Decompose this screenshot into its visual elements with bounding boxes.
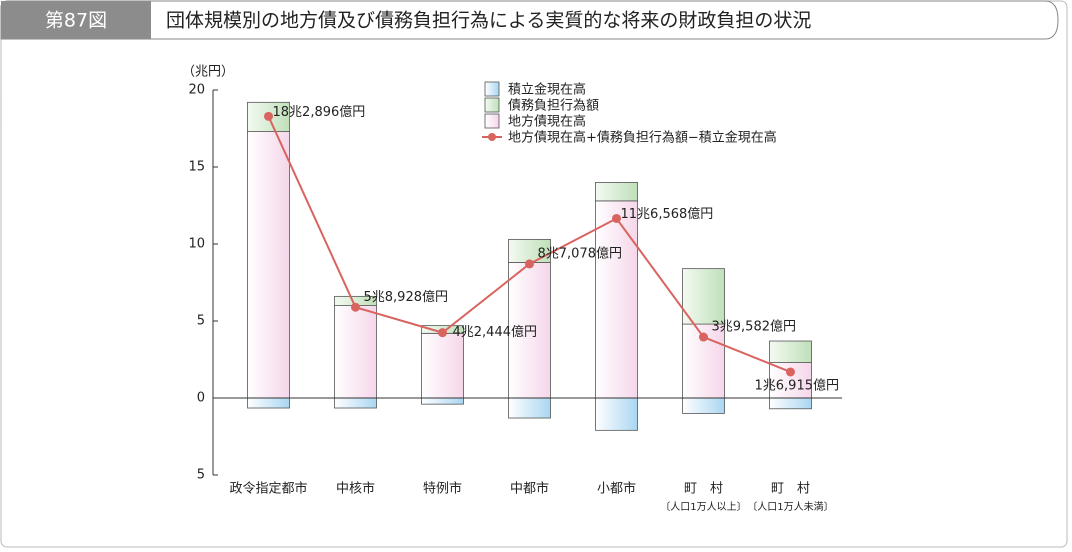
x-tick-label: 町 村 [684,482,723,497]
line-point [612,213,621,223]
line-point [699,332,708,342]
x-tick-label: 町 村 [771,482,810,497]
line-point [786,367,795,377]
bar-segment [247,131,290,399]
line-point [438,328,447,338]
bar-segment [769,397,812,410]
y-tick-label: 5 [197,468,205,483]
x-tick-note: 〔人口1万人未満〕 [747,501,833,513]
legend-label: 地方債現在高 [508,114,586,130]
y-tick-label: 0 [197,391,205,406]
bar-segment [334,397,377,409]
header-label-box [1,1,151,39]
bar-segment [682,268,725,325]
line-point [525,259,534,269]
bar-segment [334,305,377,399]
line-point [264,111,273,121]
bar-segment [595,397,638,431]
bar-segment [508,262,551,399]
bar-segment [421,332,464,399]
y-tick-label: 10 [188,237,205,252]
y-tick-label: 5 [197,314,205,329]
data-label: 4兆2,444億円 [453,324,538,340]
bar-segment [595,200,638,399]
data-label: 18兆2,896億円 [273,104,366,120]
bar-segment [595,181,638,202]
bar-segment [508,397,551,419]
y-unit: （兆円） [182,65,234,80]
data-label: 5兆8,928億円 [364,289,449,305]
x-tick-label: 小都市 [597,481,636,497]
figure-number: 第87図 [45,10,107,32]
legend-swatch [484,81,500,97]
bar-segment [247,397,290,409]
data-label: 11兆6,568億円 [621,206,714,222]
legend-swatch [484,97,500,113]
bar-segment [769,340,812,363]
y-tick-label: 20 [188,83,205,98]
x-tick-note: 〔人口1万人以上〕 [660,501,746,513]
line-point [351,302,360,312]
data-label: 8兆7,078億円 [538,245,623,261]
bar-segment [682,397,725,414]
legend-swatch [484,113,500,129]
x-tick-label: 中核市 [336,481,375,497]
x-tick-label: 中都市 [510,481,549,497]
data-label: 3兆9,582億円 [712,319,797,335]
legend-label: 地方債現在高+債務負担行為額−積立金現在高 [508,130,777,146]
bar-segment [421,397,464,405]
x-tick-label: 政令指定都市 [229,481,307,497]
x-tick-label: 特例市 [423,481,462,497]
y-tick-label: 15 [188,160,205,175]
legend-marker [488,133,496,141]
legend-label: 債務負担行為額 [508,98,599,114]
legend-label: 積立金現在高 [508,82,586,98]
header-title: 団体規模別の地方債及び債務負担行為による実質的な将来の財政負担の状況 [166,10,811,32]
data-label: 1兆6,915億円 [755,377,840,393]
